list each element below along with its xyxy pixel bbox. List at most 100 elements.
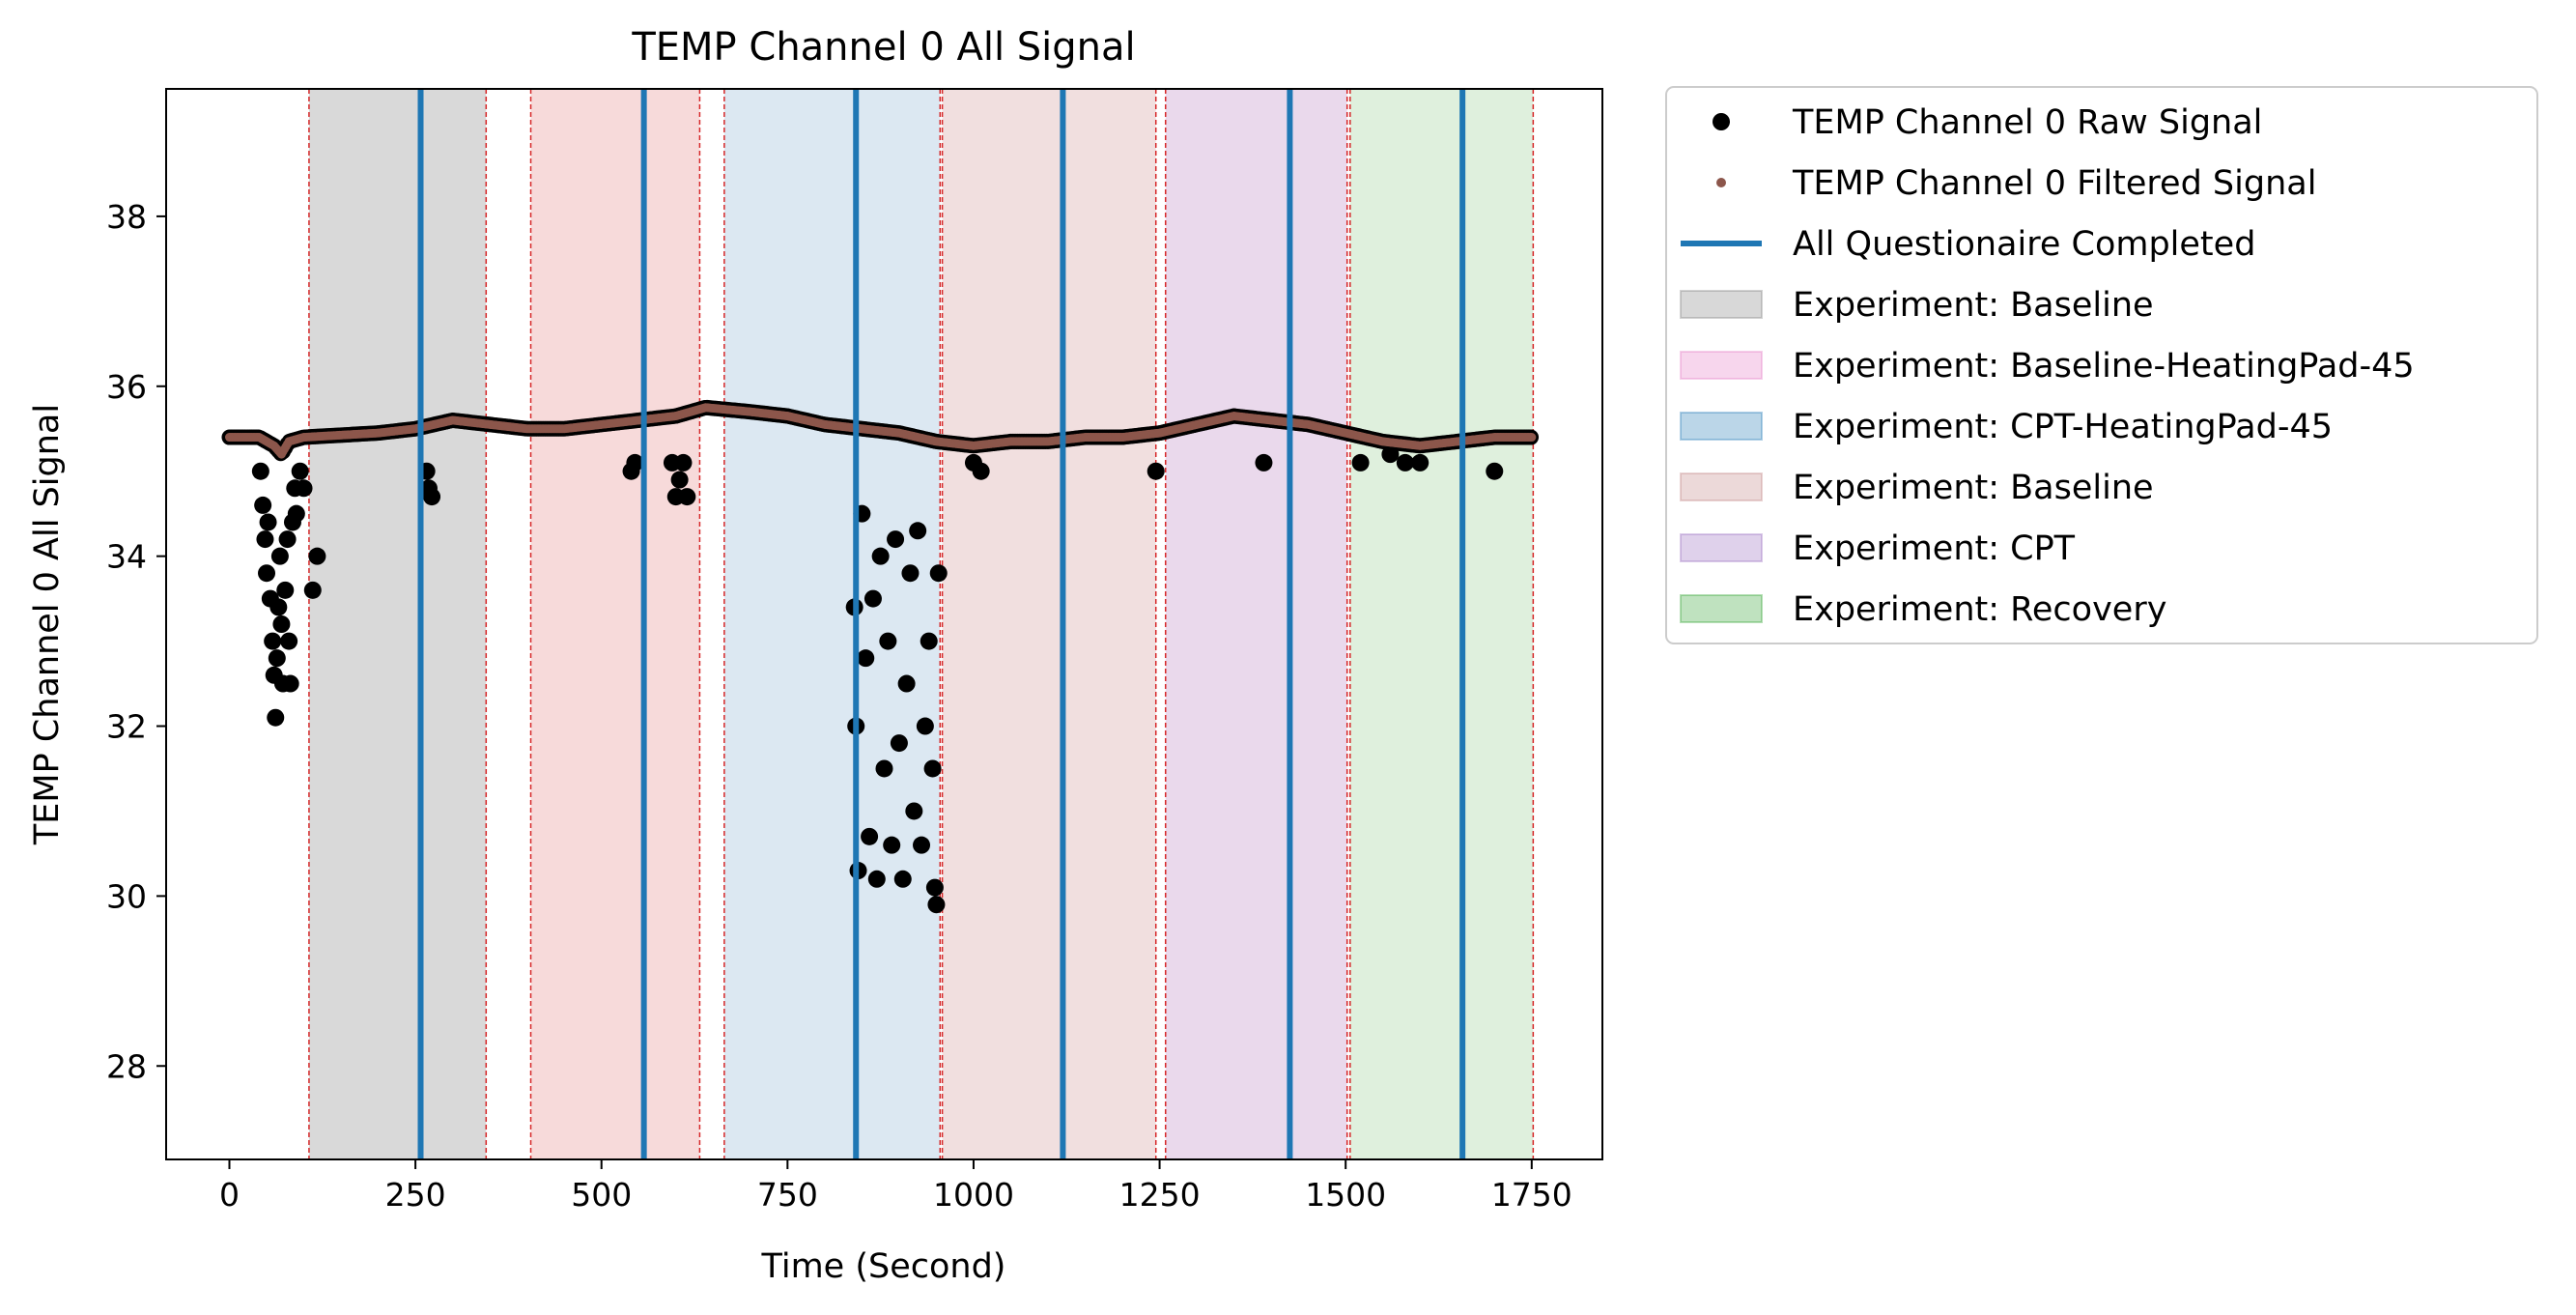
y-tick-label: 34 [106,538,147,576]
raw-point [972,462,990,480]
raw-point [916,717,934,735]
legend-patch [1680,290,1763,319]
raw-point [1486,462,1504,480]
legend-patch [1680,472,1763,501]
raw-point [929,564,948,583]
raw-point [857,649,875,668]
plot-frame [165,88,1603,1160]
raw-point [291,462,309,480]
raw-point [423,488,441,506]
raw-point [254,496,272,514]
raw-point [270,547,289,565]
experiment-span-2 [723,89,941,1159]
raw-point [267,708,285,727]
raw-point [280,632,298,650]
legend-patch [1680,412,1763,441]
raw-point [258,564,276,583]
chart-title: TEMP Channel 0 All Signal [631,25,1135,70]
raw-point [1351,453,1370,472]
raw-point [264,632,282,650]
raw-point [281,674,299,693]
raw-point [678,488,696,506]
raw-point [251,462,269,480]
x-tick-label: 500 [571,1176,632,1214]
experiment-spans [308,89,1534,1159]
raw-point [295,479,313,498]
legend-patch [1680,351,1763,380]
legend-patch [1680,533,1763,562]
raw-point [883,836,901,854]
raw-point [901,564,920,583]
legend-label: Experiment: Baseline [1793,286,2154,325]
legend: TEMP Channel 0 Raw Signal TEMP Channel 0 … [1665,86,2538,644]
raw-point [890,734,908,753]
y-tick-label: 36 [106,368,147,406]
raw-point [875,759,893,778]
x-tick-label: 250 [385,1176,446,1214]
questionnaire-lines [417,89,1466,1159]
experiment-span-4 [1165,89,1347,1159]
raw-point [256,530,274,549]
legend-label: Experiment: Recovery [1793,590,2166,629]
y-tick-label: 30 [106,877,147,915]
raw-point [867,870,886,888]
raw-point [276,581,295,599]
raw-point [259,513,277,531]
experiment-span-1 [530,89,700,1159]
raw-point [269,598,288,616]
span-edges [308,89,1535,1159]
raw-point [268,649,286,668]
raw-point [925,878,944,897]
x-tick-label: 1250 [1119,1176,1201,1214]
raw-point [303,581,322,599]
plot-area [165,88,1603,1160]
legend-label: Experiment: Baseline-HeatingPad-45 [1793,347,2415,386]
raw-point [897,674,916,693]
raw-point [863,589,882,608]
y-tick-label: 28 [106,1047,147,1085]
y-tick-label: 32 [106,708,147,746]
legend-label: Experiment: Baseline [1793,469,2154,507]
x-axis-ticks: 0 250 500 750 1000 1250 1500 1750 [219,1159,1572,1214]
raw-point [1255,453,1273,472]
legend-label: Experiment: CPT [1793,529,2076,568]
raw-point [927,896,946,914]
raw-point [278,530,297,549]
y-axis-ticks: 28 30 32 34 36 38 [106,198,166,1085]
legend-label: TEMP Channel 0 Raw Signal [1792,103,2262,142]
raw-point [893,870,912,888]
legend-marker-filtered [1716,178,1726,187]
y-tick-label: 38 [106,198,147,236]
raw-point [1146,462,1165,480]
raw-point [913,836,931,854]
raw-point [308,547,326,565]
x-axis-label: Time (Second) [761,1247,1006,1286]
raw-point [626,453,644,472]
legend-marker-raw [1713,113,1730,130]
raw-point [871,547,890,565]
legend-label: TEMP Channel 0 Filtered Signal [1792,164,2316,203]
y-axis-label: TEMP Channel 0 All Signal [28,404,67,845]
raw-point [287,504,305,523]
raw-point [905,802,923,820]
experiment-span-5 [1349,89,1534,1159]
experiment-span-0 [308,89,487,1159]
x-tick-label: 1750 [1491,1176,1572,1214]
raw-point [923,759,942,778]
legend-label: Experiment: CPT-HeatingPad-45 [1793,408,2333,446]
raw-point [920,632,938,650]
raw-point [1396,453,1414,472]
raw-point [879,632,897,650]
legend-label: All Questionaire Completed [1793,225,2255,264]
raw-point [1411,453,1430,472]
x-tick-label: 1500 [1305,1176,1386,1214]
filtered-point [1527,433,1537,443]
raw-point [674,453,693,472]
raw-point [272,615,291,633]
raw-point [861,827,879,845]
x-tick-label: 750 [757,1176,818,1214]
raw-point [909,522,927,540]
experiment-span-3 [942,89,1156,1159]
filtered-signal-points [224,403,1537,459]
